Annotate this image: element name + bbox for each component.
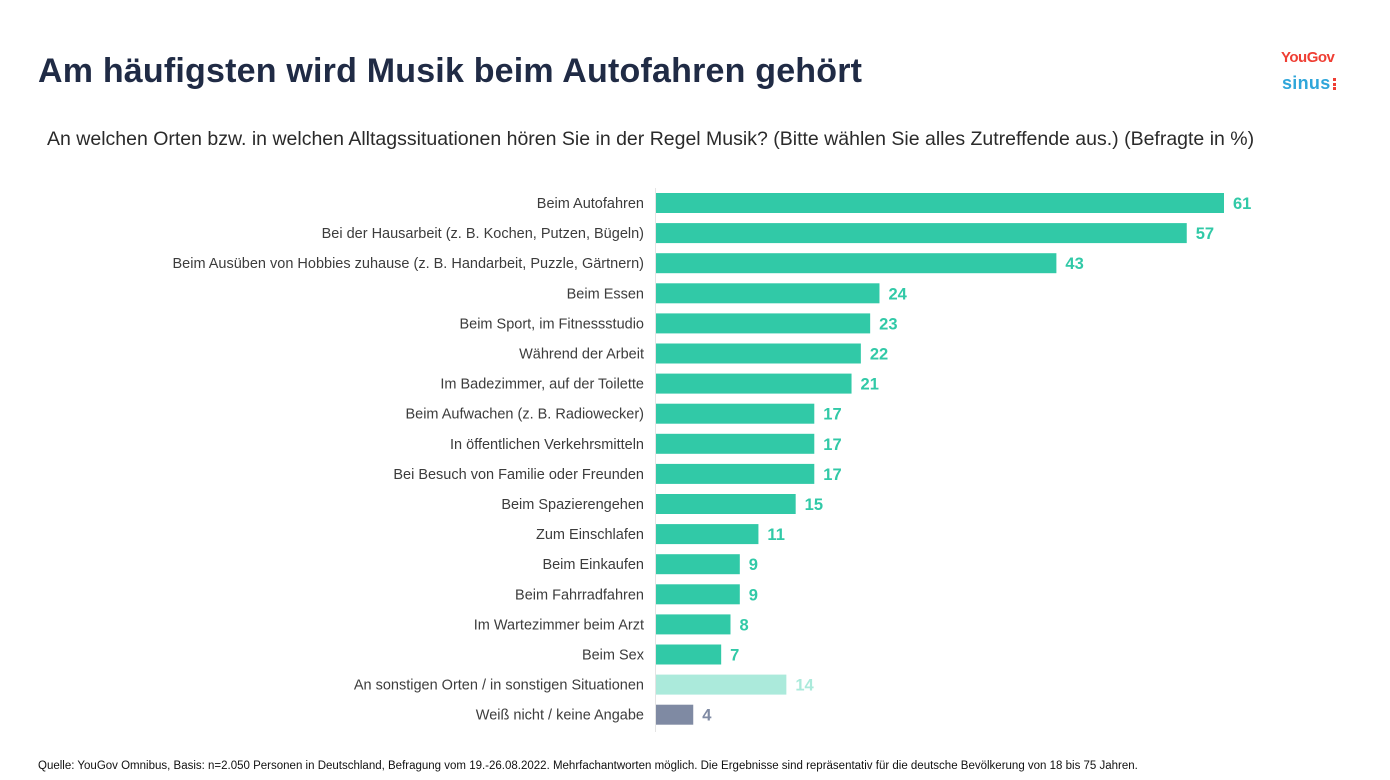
value-label: 8	[739, 616, 748, 634]
value-label: 24	[888, 285, 907, 303]
value-label: 22	[870, 346, 888, 364]
value-label: 17	[823, 406, 841, 424]
bar	[656, 674, 787, 695]
category-label: Beim Fahrradfahren	[515, 587, 644, 603]
sinus-logo: sinus	[1282, 73, 1336, 94]
bar	[656, 704, 694, 725]
category-label: Im Wartezimmer beim Arzt	[474, 617, 644, 633]
chart-subtitle: An welchen Orten bzw. in welchen Alltags…	[47, 128, 1255, 150]
bar	[656, 253, 1057, 274]
value-label: 57	[1196, 225, 1214, 243]
category-label: Beim Sex	[582, 648, 645, 664]
bars-group: Beim Autofahren 61 Bei der Hausarbeit (z. …	[172, 193, 1251, 725]
category-label: An sonstigen Orten / in sonstigen Situat…	[354, 678, 644, 694]
sinus-logo-text: sinus	[1282, 73, 1331, 93]
value-label: 9	[749, 586, 758, 604]
bar	[656, 223, 1187, 244]
category-label: Beim Autofahren	[537, 196, 644, 212]
bar	[656, 343, 861, 364]
value-label: 15	[805, 496, 823, 514]
bar	[656, 554, 740, 575]
yougov-logo: YouGov	[1281, 49, 1335, 66]
bar	[656, 584, 740, 605]
value-label: 23	[879, 315, 897, 333]
source-footnote: Quelle: YouGov Omnibus, Basis: n=2.050 P…	[38, 760, 1138, 772]
category-label: Bei der Hausarbeit (z. B. Kochen, Putzen…	[322, 226, 644, 242]
bar	[656, 524, 759, 545]
sinus-logo-dots-icon	[1332, 77, 1336, 92]
value-label: 17	[823, 466, 841, 484]
category-label: Beim Sport, im Fitnessstudio	[459, 316, 644, 332]
bar	[656, 403, 815, 424]
category-label: Während der Arbeit	[519, 347, 644, 363]
bar	[656, 494, 796, 514]
category-label: Beim Aufwachen (z. B. Radiowecker)	[405, 407, 644, 423]
bar	[656, 614, 731, 635]
category-label: Bei Besuch von Familie oder Freunden	[393, 467, 644, 483]
value-label: 21	[861, 376, 879, 394]
value-label: 11	[767, 526, 784, 544]
category-label: Im Badezimmer, auf der Toilette	[440, 377, 644, 393]
value-label: 9	[749, 556, 758, 574]
bar	[656, 283, 880, 304]
bar	[656, 644, 722, 665]
bar	[656, 433, 815, 454]
category-label: Weiß nicht / keine Angabe	[476, 708, 644, 724]
value-label: 17	[823, 436, 841, 454]
page-title: Am häufigsten wird Musik beim Autofahren…	[38, 52, 863, 90]
category-label: Beim Spazierengehen	[501, 497, 644, 513]
category-label: Beim Einkaufen	[542, 557, 644, 573]
bar	[656, 193, 1224, 213]
value-label: 4	[702, 707, 712, 725]
category-label: In öffentlichen Verkehrsmitteln	[450, 437, 644, 453]
value-label: 61	[1233, 195, 1251, 213]
bar	[656, 313, 871, 334]
category-label: Beim Essen	[567, 286, 644, 302]
value-label: 7	[730, 647, 739, 665]
category-label: Zum Einschlafen	[536, 527, 644, 543]
category-label: Beim Ausüben von Hobbies zuhause (z. B. …	[172, 256, 644, 272]
bar	[656, 373, 852, 394]
bar	[656, 463, 815, 484]
value-label: 14	[795, 677, 814, 695]
value-label: 43	[1065, 255, 1083, 273]
